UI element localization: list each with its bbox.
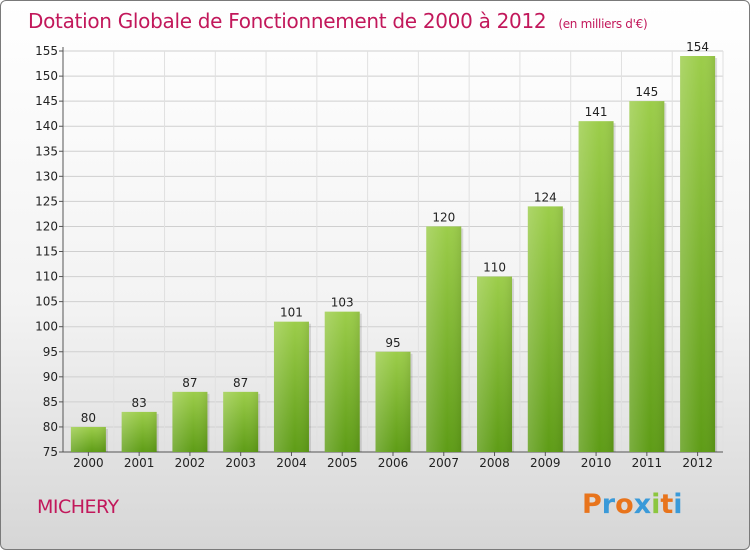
bar-highlight (172, 391, 208, 452)
bar-highlight (223, 391, 259, 452)
chart-subtitle: (en milliers d'€) (558, 17, 648, 31)
bar-value-label: 141 (585, 105, 608, 119)
bar-value-label: 120 (432, 210, 455, 224)
bar-highlight (527, 206, 563, 452)
bar-value-label: 95 (385, 336, 400, 350)
x-tick-label: 2005 (327, 456, 358, 470)
bar-highlight (375, 351, 411, 452)
y-tick-label: 140 (35, 119, 58, 133)
x-tick-label: 2001 (124, 456, 155, 470)
bar-value-label: 110 (483, 261, 506, 275)
y-tick-label: 80 (43, 420, 58, 434)
y-tick-label: 150 (35, 69, 58, 83)
y-tick-label: 105 (35, 295, 58, 309)
brand-letter: o (615, 489, 634, 520)
brand-letter: x (633, 489, 652, 520)
y-tick-label: 85 (43, 395, 58, 409)
x-tick-label: 2010 (581, 456, 612, 470)
x-tick-label: 2008 (479, 456, 510, 470)
y-tick-label: 155 (35, 44, 58, 58)
y-tick-label: 135 (35, 144, 58, 158)
commune-name: MICHERY (37, 496, 119, 518)
bar-highlight (629, 101, 665, 452)
y-tick-label: 100 (35, 320, 58, 334)
y-tick-label: 115 (35, 245, 58, 259)
brand-letter: r (601, 489, 616, 520)
x-tick-label: 2009 (530, 456, 561, 470)
y-tick-label: 90 (43, 370, 58, 384)
bar-highlight (426, 226, 462, 452)
x-tick-label: 2007 (428, 456, 459, 470)
bar-highlight (578, 121, 614, 453)
brand-letter: i (673, 489, 683, 520)
x-tick-label: 2006 (378, 456, 409, 470)
y-tick-label: 95 (43, 345, 58, 359)
bar-value-label: 80 (81, 411, 96, 425)
y-tick-label: 120 (35, 219, 58, 233)
x-tick-label: 2004 (276, 456, 307, 470)
brand-letter: i (651, 489, 661, 520)
bar-highlight (477, 276, 513, 452)
proxiti-logo: Proxiti (582, 489, 683, 520)
x-tick-label: 2000 (73, 456, 104, 470)
y-tick-label: 145 (35, 94, 58, 108)
axes: 75 80 85 90 95 100 105 110 115 120 125 130 135 140 145… (35, 44, 723, 470)
y-tick-label: 75 (43, 445, 58, 459)
chart-title: Dotation Globale de Fonctionnement de 20… (28, 9, 648, 33)
x-tick-label: 2011 (632, 456, 663, 470)
x-tick-label: 2012 (682, 456, 713, 470)
bar-highlight (121, 411, 157, 452)
bar-value-label: 83 (132, 396, 147, 410)
y-tick-label: 125 (35, 194, 58, 208)
bar-highlight (680, 56, 716, 452)
chart-title-text: Dotation Globale de Fonctionnement de 20… (28, 9, 547, 33)
x-tick-label: 2002 (175, 456, 206, 470)
brand-letter: P (582, 489, 602, 520)
bar-highlight (70, 426, 106, 452)
bar-value-labels: 80 83 87 87 101 103 95 120 110 124 141 145 154 (81, 40, 709, 425)
bar-value-label: 87 (182, 376, 197, 390)
bar-value-label: 103 (331, 296, 354, 310)
bar-value-label: 101 (280, 306, 303, 320)
y-tick-label: 130 (35, 169, 58, 183)
brand-letter: t (660, 489, 674, 520)
y-tick-label: 110 (35, 270, 58, 284)
bar-value-label: 154 (686, 40, 709, 54)
bar-value-label: 145 (635, 85, 658, 99)
bar-highlight (273, 321, 309, 452)
bar-value-label: 124 (534, 190, 557, 204)
x-tick-label: 2003 (225, 456, 256, 470)
bar-highlight (324, 311, 360, 452)
bar-value-label: 87 (233, 376, 248, 390)
bars (70, 56, 718, 453)
